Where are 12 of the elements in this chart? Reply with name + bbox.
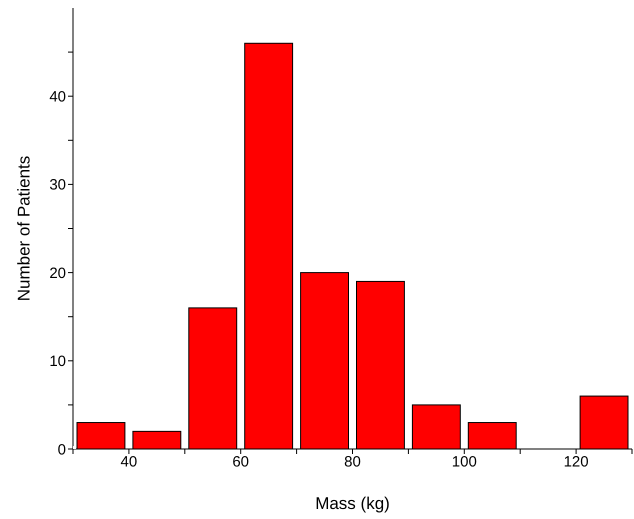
x-tick-label: 60 (232, 454, 250, 471)
y-tick-label: 10 (49, 353, 66, 370)
y-tick-label: 30 (49, 176, 66, 194)
x-tick-label: 80 (344, 454, 361, 471)
y-axis-title: Number of Patients (14, 156, 34, 302)
x-axis-title: Mass (kg) (315, 494, 390, 513)
y-tick-label: 40 (49, 88, 66, 106)
x-tick-label: 100 (452, 454, 477, 471)
y-tick-label: 0 (58, 441, 66, 458)
x-tick-label: 40 (120, 454, 138, 471)
x-tick-label: 120 (564, 454, 589, 471)
y-tick-label: 20 (49, 264, 66, 282)
